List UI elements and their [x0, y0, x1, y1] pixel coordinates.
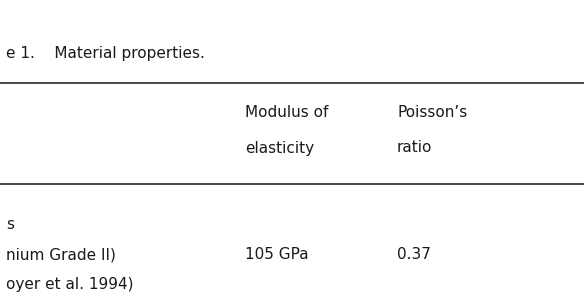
Text: ratio: ratio	[397, 141, 433, 155]
Text: s: s	[6, 218, 14, 232]
Text: e 1.    Material properties.: e 1. Material properties.	[6, 46, 205, 61]
Text: nium Grade II): nium Grade II)	[6, 247, 116, 262]
Text: oyer et al. 1994): oyer et al. 1994)	[6, 277, 133, 292]
Text: 0.37: 0.37	[397, 247, 431, 262]
Text: 105 GPa: 105 GPa	[245, 247, 309, 262]
Text: elasticity: elasticity	[245, 141, 314, 155]
Text: Modulus of: Modulus of	[245, 105, 329, 120]
Text: Poisson’s: Poisson’s	[397, 105, 467, 120]
